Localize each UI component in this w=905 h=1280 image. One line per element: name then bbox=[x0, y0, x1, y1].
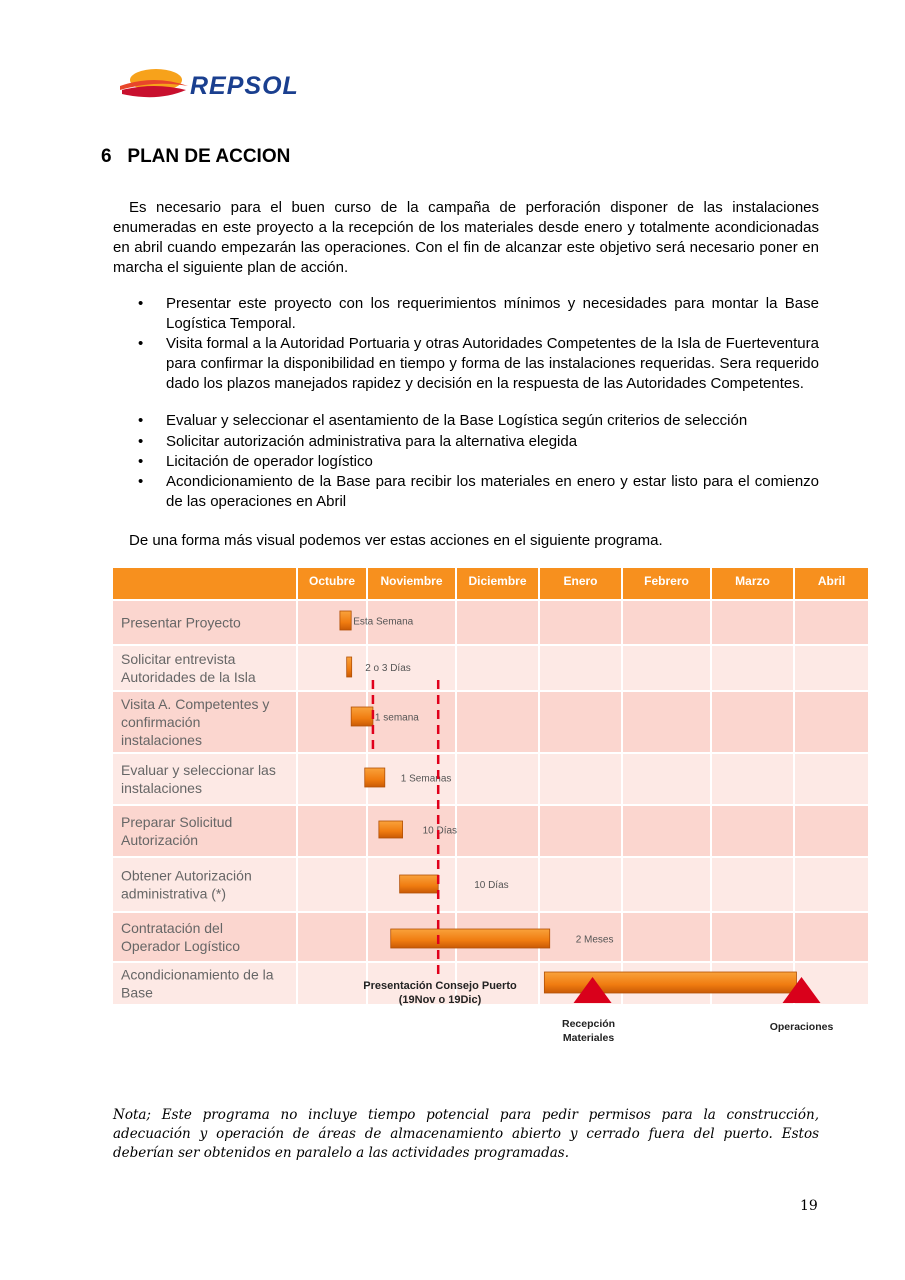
task-name: Preparar Solicitud bbox=[121, 814, 232, 830]
task-name: instalaciones bbox=[121, 732, 202, 748]
section-heading: 6 PLAN DE ACCION bbox=[101, 146, 291, 167]
deadline-label: (19Nov o 19Dic) bbox=[399, 994, 482, 1006]
task-bar bbox=[378, 820, 404, 839]
task-bar bbox=[399, 874, 439, 894]
outro-paragraph: De una forma más visual podemos ver esta… bbox=[129, 532, 663, 549]
task-name: Contratación del bbox=[121, 920, 223, 936]
task-bar bbox=[339, 610, 352, 631]
task-name: Evaluar y seleccionar las bbox=[121, 762, 276, 778]
month-header: Abril bbox=[818, 574, 845, 588]
bullet-item: • Presentar este proyecto con los requeri… bbox=[138, 295, 819, 332]
task-name: Obtener Autorización bbox=[121, 868, 252, 884]
task-bar bbox=[346, 656, 353, 678]
duration-label: 1 semana bbox=[375, 713, 419, 724]
duration-label: 10 Días bbox=[474, 880, 508, 891]
task-name: Acondicionamiento de la bbox=[121, 967, 274, 983]
bullet-item: • Acondicionamiento de la Base para recib… bbox=[138, 473, 819, 510]
month-header: Marzo bbox=[735, 574, 770, 588]
milestone-label: Operaciones bbox=[770, 1021, 834, 1033]
task-bar bbox=[350, 706, 374, 727]
milestone-triangle-icon bbox=[573, 977, 612, 1003]
gantt-row bbox=[113, 691, 869, 753]
duration-label: 10 Días bbox=[423, 826, 457, 837]
footnote: Nota; Este programa no incluye tiempo po… bbox=[113, 1107, 819, 1161]
task-name: Visita A. Competentes y bbox=[121, 696, 269, 712]
task-name: Operador Logístico bbox=[121, 938, 240, 954]
page-number: 19 bbox=[800, 1198, 818, 1214]
gantt-row bbox=[113, 645, 869, 691]
task-name: administrativa (*) bbox=[121, 886, 226, 902]
month-header: Octubre bbox=[309, 574, 355, 588]
bullet-item: • Visita formal a la Autoridad Portuaria … bbox=[138, 335, 819, 392]
duration-label: 2 Meses bbox=[576, 935, 614, 946]
month-header: Febrero bbox=[644, 574, 689, 588]
deadline-label: Presentación Consejo Puerto bbox=[363, 980, 517, 992]
gantt-row bbox=[113, 857, 869, 912]
task-name: instalaciones bbox=[121, 780, 202, 796]
milestone-label: Recepción bbox=[562, 1018, 615, 1030]
repsol-logo: REPSOL bbox=[190, 72, 299, 100]
month-header: Diciembre bbox=[468, 574, 526, 588]
task-name: Base bbox=[121, 985, 153, 1001]
task-bar bbox=[543, 971, 797, 994]
intro-paragraph: Es necesario para el buen curso de la ca… bbox=[113, 199, 819, 276]
task-name: confirmación bbox=[121, 714, 200, 730]
task-name: Solicitar entrevista bbox=[121, 651, 236, 667]
bullet-item: • Licitación de operador logístico bbox=[138, 453, 373, 470]
task-name: Autorización bbox=[121, 832, 198, 848]
task-bar bbox=[390, 928, 551, 949]
repsol-logo-icon bbox=[120, 69, 188, 98]
month-header: Noviembre bbox=[380, 574, 442, 588]
task-bar bbox=[364, 767, 386, 788]
duration-label: 1 Semanas bbox=[401, 774, 452, 785]
bullet-item: • Evaluar y seleccionar el asentamiento d… bbox=[138, 412, 748, 429]
gantt-row bbox=[113, 753, 869, 805]
gantt-chart: Octubre Noviembre Diciembre Enero Febrero Mar… bbox=[113, 568, 870, 1044]
duration-label: 2 o 3 Días bbox=[365, 663, 411, 674]
month-header: Enero bbox=[563, 574, 597, 588]
task-name: Presentar Proyecto bbox=[121, 615, 241, 631]
milestone-triangle-icon bbox=[782, 977, 821, 1003]
gantt-row bbox=[113, 805, 869, 857]
milestone-label: Materiales bbox=[563, 1032, 615, 1044]
bullet-item: • Solicitar autorización administrativa p… bbox=[138, 433, 578, 450]
gantt-row bbox=[113, 600, 869, 645]
duration-label: Esta Semana bbox=[353, 617, 413, 628]
task-name: Autoridades de la Isla bbox=[121, 669, 256, 685]
gantt-header bbox=[113, 568, 869, 600]
